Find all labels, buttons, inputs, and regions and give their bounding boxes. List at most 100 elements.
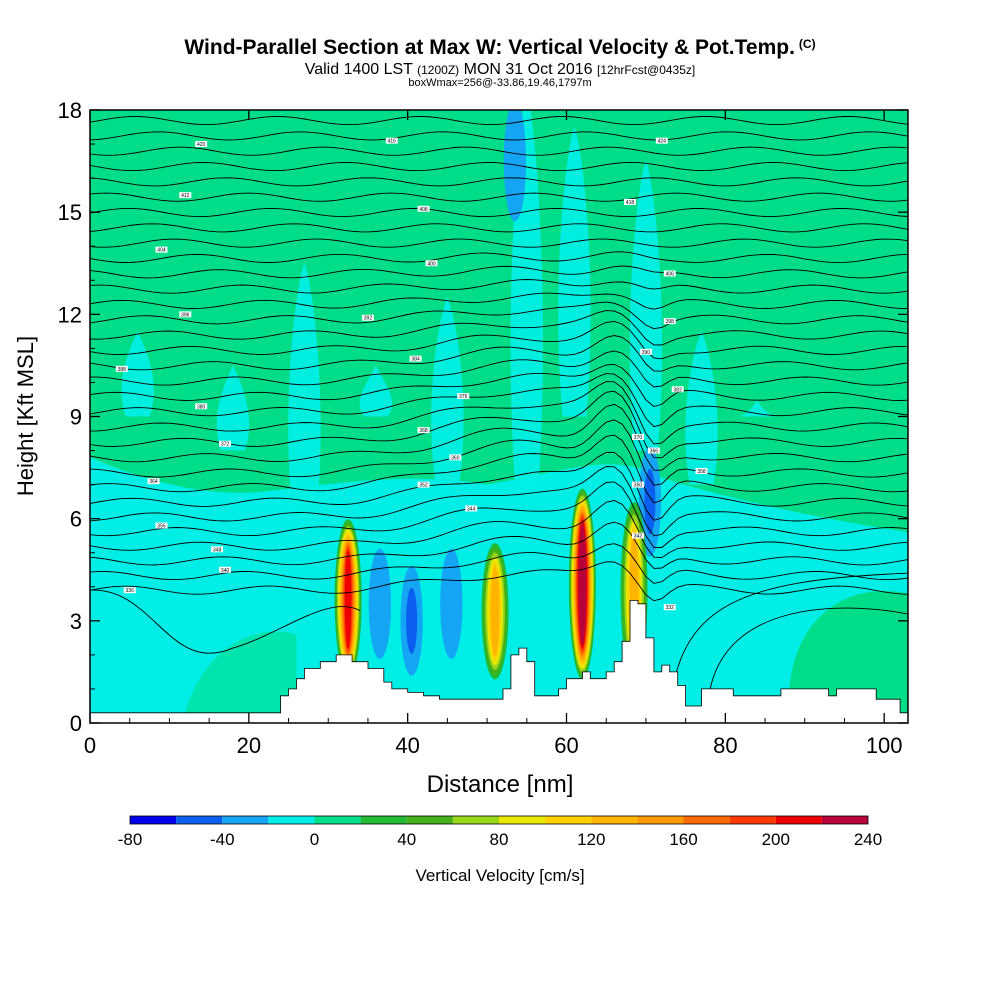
isentrope-label: 390 — [639, 348, 652, 356]
colorbar-swatch — [360, 816, 407, 824]
isentrope-line — [90, 373, 908, 428]
colorbar-tick-label: 160 — [669, 830, 697, 849]
isentrope-label-text: 348 — [213, 547, 222, 553]
downdraft — [503, 110, 526, 222]
isentrope-label: 420 — [195, 141, 208, 148]
isentrope-label: 408 — [417, 205, 430, 213]
colorbar-swatch — [683, 816, 730, 824]
isentrope-label-text: 340 — [221, 568, 230, 574]
isentrope-label-text: 366 — [650, 449, 659, 455]
isentrope-label-text: 358 — [697, 469, 706, 475]
isentrope-line — [90, 238, 908, 248]
isentrope-label-bg — [663, 318, 676, 325]
isentrope-line — [90, 301, 908, 330]
isentrope-label-text: 420 — [197, 142, 206, 148]
isentrope-label-bg — [663, 270, 676, 277]
isentrope-label-text: 384 — [411, 357, 420, 363]
isentrope-line — [90, 192, 908, 202]
isentrope-line — [90, 434, 908, 504]
colorbar-tick-label: 240 — [854, 830, 882, 849]
colorbar-swatch — [406, 816, 453, 824]
isentrope-label-bg — [179, 311, 192, 318]
isentrope-label: 340 — [219, 566, 232, 574]
isentrope-label: 366 — [647, 447, 660, 455]
isentrope-label: 360 — [449, 454, 462, 461]
colorbar: -80 -40 0 40 80 120 160 200 240 — [118, 815, 882, 849]
box-info: boxWmax=256@-33.86,19.46,1797m — [408, 77, 592, 89]
x-tick-label: 80 — [713, 733, 737, 758]
isentrope-label: 404 — [155, 246, 168, 254]
x-tick-label: 60 — [554, 733, 578, 758]
isentrope-label-bg — [219, 566, 232, 573]
isentrope-label-bg — [179, 192, 192, 199]
isentrope-label-text: 390 — [642, 350, 651, 356]
colorbar-swatch — [499, 816, 546, 824]
isentrope-label-text: 424 — [658, 139, 667, 145]
chart-title: Wind-Parallel Section at Max W: Vertical… — [0, 36, 1000, 60]
y-tick-label: 12 — [58, 302, 82, 327]
isentrope-label-bg — [409, 355, 422, 362]
colorbar-tick-label: -80 — [118, 830, 143, 849]
y-tick-label: 9 — [70, 405, 82, 430]
isentrope-label-text: 404 — [157, 248, 166, 254]
axes: 0 20 40 60 80 100 0 3 6 9 12 15 18 — [58, 98, 908, 758]
colorbar-frame — [129, 815, 869, 825]
negative-streak — [288, 263, 321, 519]
isentrope-label-text: 352 — [419, 483, 428, 489]
colorbar-swatch — [222, 816, 269, 824]
forecast-info: [12hrFcst@0435z] — [597, 63, 696, 77]
negative-streak — [216, 365, 250, 451]
isentrope-line — [90, 381, 908, 445]
isentrope-label: 342 — [631, 532, 644, 540]
isentrope-label: 356 — [155, 522, 168, 529]
valid-date: MON 31 Oct 2016 — [463, 61, 593, 78]
isentrope-label-text: 376 — [459, 394, 468, 400]
chart-subtitle: Valid 1400 LST (1200Z) MON 31 Oct 2016 [… — [0, 61, 1000, 79]
colorbar-tick-label: 0 — [310, 830, 319, 849]
isentrope-label-text: 360 — [451, 455, 460, 461]
colorbar-tick-label: 80 — [490, 830, 509, 849]
isentrope-label-bg — [155, 246, 168, 253]
isentrope-label-text: 388 — [118, 367, 127, 373]
isentrope-label-text: 416 — [388, 139, 397, 145]
isentrope-line — [90, 561, 908, 602]
isentrope-line — [90, 131, 908, 141]
copyright-mark: (C) — [798, 37, 816, 51]
isentrope-label-bg — [465, 505, 478, 512]
isentrope-label-text: 396 — [181, 312, 190, 318]
isentrope-label-text: 380 — [197, 404, 206, 410]
colorbar-swatch — [452, 816, 499, 824]
isentrope-label-bg — [211, 546, 224, 553]
isentrope-label-bg — [115, 365, 128, 372]
isentrope-label: 396 — [179, 311, 192, 318]
isentrope-line — [90, 207, 908, 218]
isentrope-line — [90, 223, 908, 233]
colorbar-tick-label: 40 — [397, 830, 416, 849]
isentrope-line — [90, 292, 908, 310]
isentrope-label-text: 372 — [221, 442, 230, 448]
isentrope-line — [90, 363, 908, 407]
colorbar-swatch — [729, 816, 776, 824]
isentrope-label-bg — [639, 348, 652, 355]
isentrope-line — [90, 320, 908, 360]
negative-streak — [359, 365, 393, 417]
isentrope-label: 384 — [409, 355, 422, 363]
negative-streak — [629, 161, 663, 451]
isentrope-line — [90, 101, 908, 109]
isentrope-label: 372 — [219, 440, 232, 448]
colorbar-swatch — [130, 816, 177, 824]
velocity-field — [90, 110, 908, 723]
isentrope-label: 416 — [385, 137, 398, 145]
isentrope-line — [90, 451, 908, 521]
isentrope-label-bg — [417, 205, 430, 212]
isentrope-label-text: 408 — [419, 207, 428, 213]
isentrope-label: 364 — [147, 478, 160, 485]
isentrope-label: 352 — [417, 481, 430, 489]
colorbar-swatch — [545, 816, 592, 824]
updraft-shell — [490, 566, 500, 656]
isentrope-label: 398 — [663, 318, 676, 325]
isentrope-label: 412 — [179, 192, 192, 199]
isentrope-label-text: 392 — [364, 316, 373, 322]
isentrope-label-text: 370 — [634, 435, 643, 441]
positive-region-right — [788, 591, 908, 713]
